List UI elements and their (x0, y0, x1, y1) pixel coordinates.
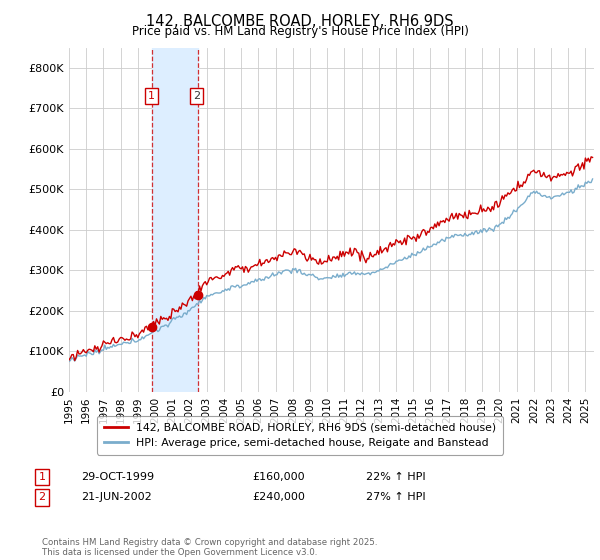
Text: Contains HM Land Registry data © Crown copyright and database right 2025.
This d: Contains HM Land Registry data © Crown c… (42, 538, 377, 557)
Text: £240,000: £240,000 (252, 492, 305, 502)
Text: 29-OCT-1999: 29-OCT-1999 (81, 472, 154, 482)
Text: Price paid vs. HM Land Registry's House Price Index (HPI): Price paid vs. HM Land Registry's House … (131, 25, 469, 38)
Text: 21-JUN-2002: 21-JUN-2002 (81, 492, 152, 502)
Text: 142, BALCOMBE ROAD, HORLEY, RH6 9DS: 142, BALCOMBE ROAD, HORLEY, RH6 9DS (146, 14, 454, 29)
Legend: 142, BALCOMBE ROAD, HORLEY, RH6 9DS (semi-detached house), HPI: Average price, s: 142, BALCOMBE ROAD, HORLEY, RH6 9DS (sem… (97, 416, 503, 455)
Text: 22% ↑ HPI: 22% ↑ HPI (366, 472, 425, 482)
Text: 2: 2 (38, 492, 46, 502)
Bar (152, 48, 197, 392)
Text: 1: 1 (148, 91, 155, 101)
Text: 2: 2 (193, 91, 200, 101)
Text: £160,000: £160,000 (252, 472, 305, 482)
Text: 27% ↑ HPI: 27% ↑ HPI (366, 492, 425, 502)
Text: 1: 1 (38, 472, 46, 482)
